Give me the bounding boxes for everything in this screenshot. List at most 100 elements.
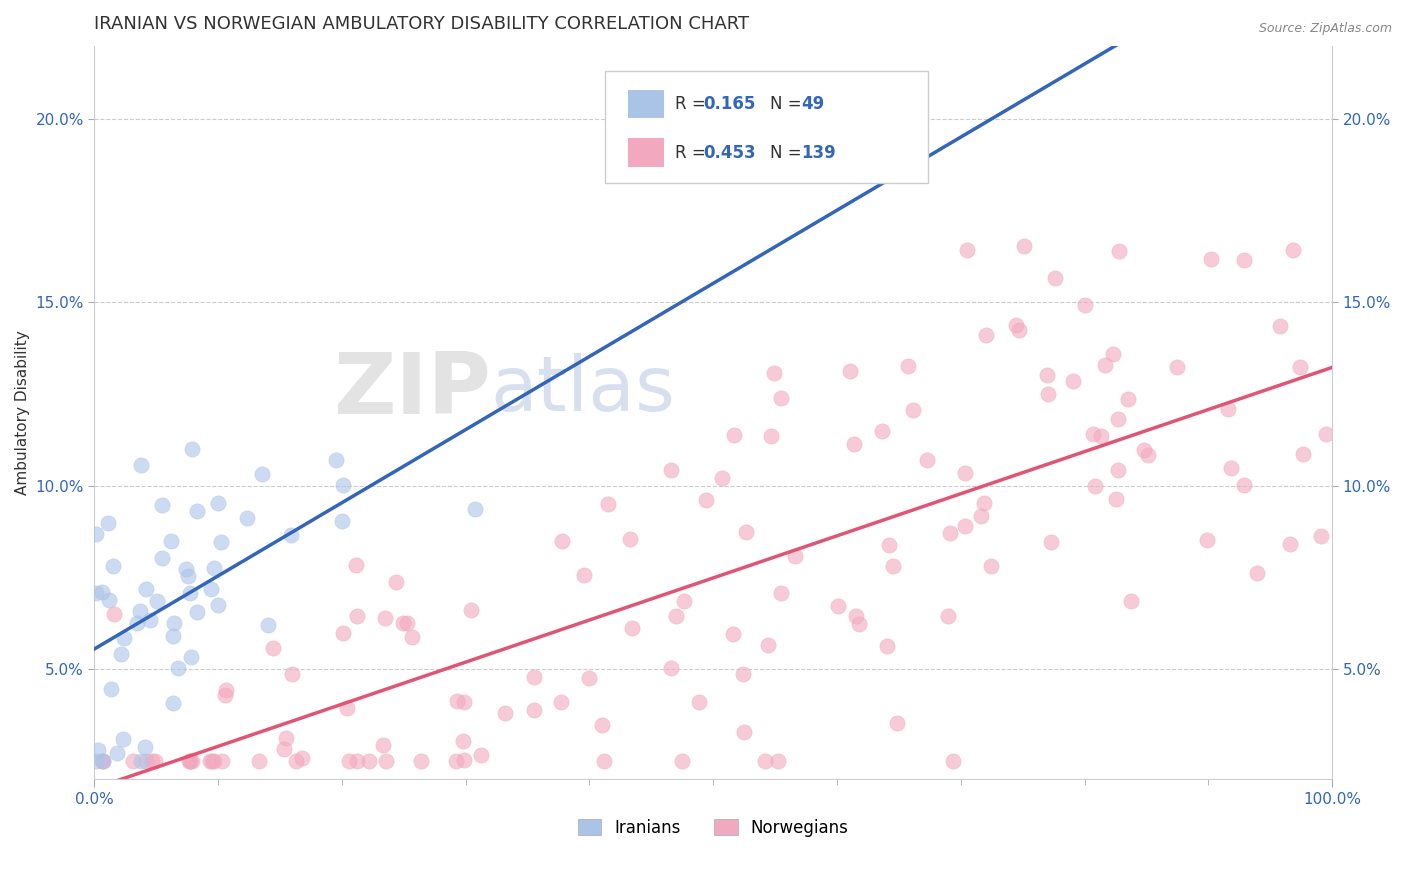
Point	[371, 738, 394, 752]
Point	[180, 650, 202, 665]
Point	[91, 754, 114, 768]
Point	[207, 598, 229, 612]
Point	[953, 518, 976, 533]
Point	[1289, 359, 1312, 374]
Point	[839, 364, 862, 378]
Point	[98, 592, 121, 607]
Point	[214, 688, 236, 702]
Point	[285, 754, 308, 768]
Point	[1246, 566, 1268, 580]
Point	[141, 754, 163, 768]
Point	[827, 599, 849, 614]
Point	[756, 638, 779, 652]
Point	[162, 696, 184, 710]
Point	[291, 750, 314, 764]
Point	[332, 625, 354, 640]
Point	[262, 641, 284, 656]
Text: 0.165: 0.165	[703, 95, 755, 113]
Point	[202, 754, 225, 768]
Point	[385, 574, 408, 589]
Text: atlas: atlas	[491, 353, 675, 427]
Text: 139: 139	[801, 144, 837, 161]
Point	[942, 754, 965, 768]
Point	[1039, 535, 1062, 549]
Point	[179, 586, 201, 600]
Point	[179, 754, 201, 768]
Point	[1062, 374, 1084, 388]
Point	[763, 367, 786, 381]
Point	[1233, 252, 1256, 267]
Point	[179, 754, 201, 768]
Point	[1270, 318, 1292, 333]
Point	[659, 661, 682, 675]
Point	[139, 613, 162, 627]
Point	[897, 359, 920, 373]
Point	[1081, 426, 1104, 441]
Text: R =: R =	[675, 95, 711, 113]
Point	[723, 627, 745, 641]
Point	[522, 703, 544, 717]
Point	[181, 754, 204, 768]
Point	[1195, 533, 1218, 548]
Point	[274, 731, 297, 746]
Y-axis label: Ambulatory Disability: Ambulatory Disability	[15, 330, 30, 495]
Point	[845, 608, 868, 623]
Point	[281, 666, 304, 681]
Point	[111, 732, 134, 747]
Point	[938, 525, 960, 540]
Point	[591, 717, 613, 731]
Point	[150, 498, 173, 512]
Point	[733, 667, 755, 681]
Point	[688, 695, 710, 709]
Point	[207, 496, 229, 510]
Point	[695, 492, 717, 507]
Point	[200, 754, 222, 768]
Point	[886, 716, 908, 731]
Point	[1279, 537, 1302, 551]
Point	[330, 515, 353, 529]
Point	[346, 609, 368, 624]
Point	[494, 706, 516, 721]
Point	[759, 428, 782, 442]
Point	[150, 551, 173, 566]
Point	[84, 527, 107, 541]
Point	[145, 594, 167, 608]
Point	[783, 549, 806, 563]
Point	[335, 700, 357, 714]
Point	[167, 661, 190, 675]
Point	[1216, 401, 1239, 416]
Point	[671, 754, 693, 768]
Point	[1101, 347, 1123, 361]
Point	[247, 754, 270, 768]
Point	[159, 533, 181, 548]
Point	[86, 754, 108, 768]
Point	[970, 509, 993, 524]
Point	[1008, 323, 1031, 337]
Point	[105, 747, 128, 761]
Point	[91, 754, 114, 768]
Point	[1036, 387, 1059, 401]
Point	[673, 594, 696, 608]
Point	[733, 724, 755, 739]
Point	[337, 754, 360, 768]
Point	[844, 436, 866, 450]
Point	[346, 754, 368, 768]
Point	[180, 442, 202, 456]
Point	[209, 534, 232, 549]
Point	[596, 497, 619, 511]
Point	[332, 478, 354, 492]
Point	[1166, 359, 1188, 374]
Point	[84, 586, 107, 600]
Point	[936, 609, 959, 624]
Point	[1137, 448, 1160, 462]
Point	[325, 453, 347, 467]
Point	[980, 559, 1002, 574]
Point	[1116, 392, 1139, 406]
Point	[619, 532, 641, 546]
Point	[665, 609, 688, 624]
Point	[110, 647, 132, 661]
Point	[344, 558, 367, 572]
Point	[463, 501, 485, 516]
Point	[250, 467, 273, 482]
Point	[391, 616, 413, 631]
